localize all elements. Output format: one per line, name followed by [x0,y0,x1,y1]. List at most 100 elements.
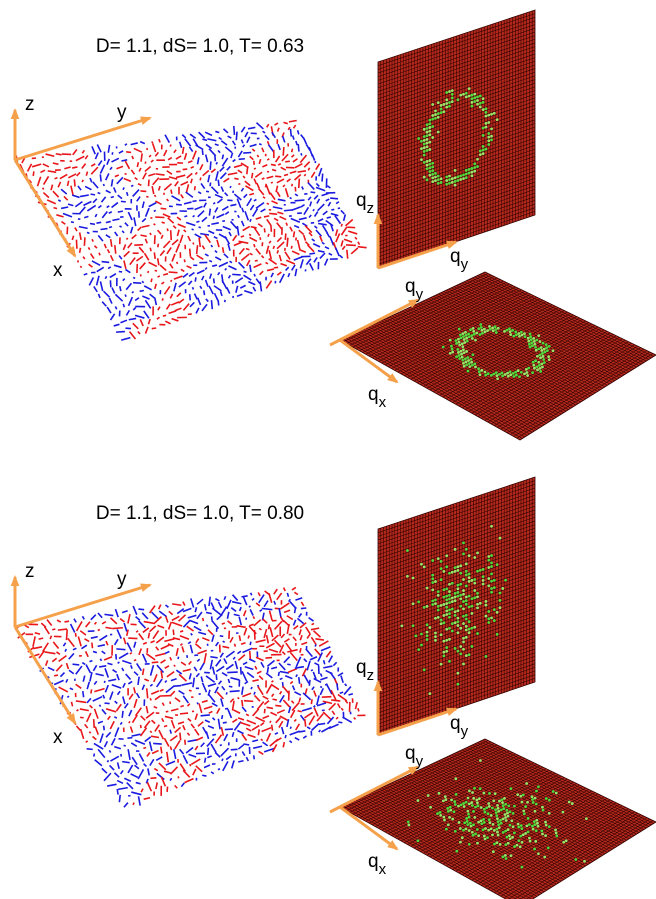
spin [250,609,253,615]
spin [237,226,238,236]
spin [293,685,295,690]
spin [180,749,184,754]
spin [100,281,102,291]
spin [110,274,116,278]
spin [83,691,84,697]
spin [206,299,208,302]
spin [52,629,55,630]
spin [78,637,81,647]
spin [195,234,202,238]
spin [205,720,210,722]
peak [490,113,493,116]
peak [483,821,486,824]
spin [246,757,248,761]
peak [459,652,462,655]
peak [462,348,465,351]
spin [127,192,128,196]
spin [209,149,216,156]
spin [238,170,242,173]
spin [193,215,195,216]
spin [261,209,266,212]
spin [161,282,164,284]
spin [103,184,104,186]
peak [545,797,548,800]
peak [480,806,483,809]
spin [258,729,259,735]
spin [270,193,275,200]
spin [190,134,196,138]
peak [428,130,431,133]
peak [539,340,542,343]
spin [142,685,144,690]
spin [245,682,248,684]
spin [148,271,149,273]
peak [482,149,485,152]
spin [241,188,243,191]
spin [327,186,330,188]
page: D= 1.1, dS= 1.0, T= 0.63zyxqzqyqyqxD= 1.… [0,0,656,899]
spin [215,257,221,260]
spin [46,154,55,156]
spin [105,276,106,279]
peak [426,138,429,141]
peak [448,182,451,185]
peak [543,361,546,364]
spin [313,209,314,211]
peak [469,822,472,825]
peak [530,338,533,341]
peak [465,636,468,639]
peak [510,787,513,790]
spin [238,745,243,749]
spin [97,276,99,286]
spin [212,734,216,735]
spin [280,217,287,220]
spin [134,660,136,661]
peak [428,148,431,151]
spin [53,163,59,164]
spin [288,273,290,277]
spin [302,708,312,711]
peak [431,177,434,180]
peak [431,581,434,584]
peak [529,335,532,338]
spin [282,727,284,734]
spin [132,235,137,239]
spin [56,215,63,217]
spin [200,164,203,170]
peak [545,343,548,346]
peak [442,816,445,819]
spin [219,602,222,608]
spin [222,673,227,676]
peak [527,817,530,820]
spin [141,789,143,793]
spin [155,174,164,175]
spin [80,207,86,214]
spin [95,153,98,160]
spin [128,638,137,639]
spin [211,245,213,247]
spin [260,271,264,274]
peak [528,343,531,346]
spin [253,287,255,291]
spin [286,223,287,226]
spin [76,684,82,688]
peak [431,125,434,128]
spin [280,691,282,694]
spin [102,211,107,217]
spin [244,291,252,294]
spin [88,247,89,249]
peak [476,801,479,804]
spin [239,248,244,254]
spin [308,197,311,200]
spin [80,266,81,267]
spin [112,685,121,688]
peak [476,632,479,635]
spin [209,711,213,713]
peak [461,345,464,348]
spin [108,145,109,153]
spin [106,173,109,180]
peak [477,327,480,330]
spin [74,619,76,623]
peak [440,560,443,563]
spin [131,774,138,778]
